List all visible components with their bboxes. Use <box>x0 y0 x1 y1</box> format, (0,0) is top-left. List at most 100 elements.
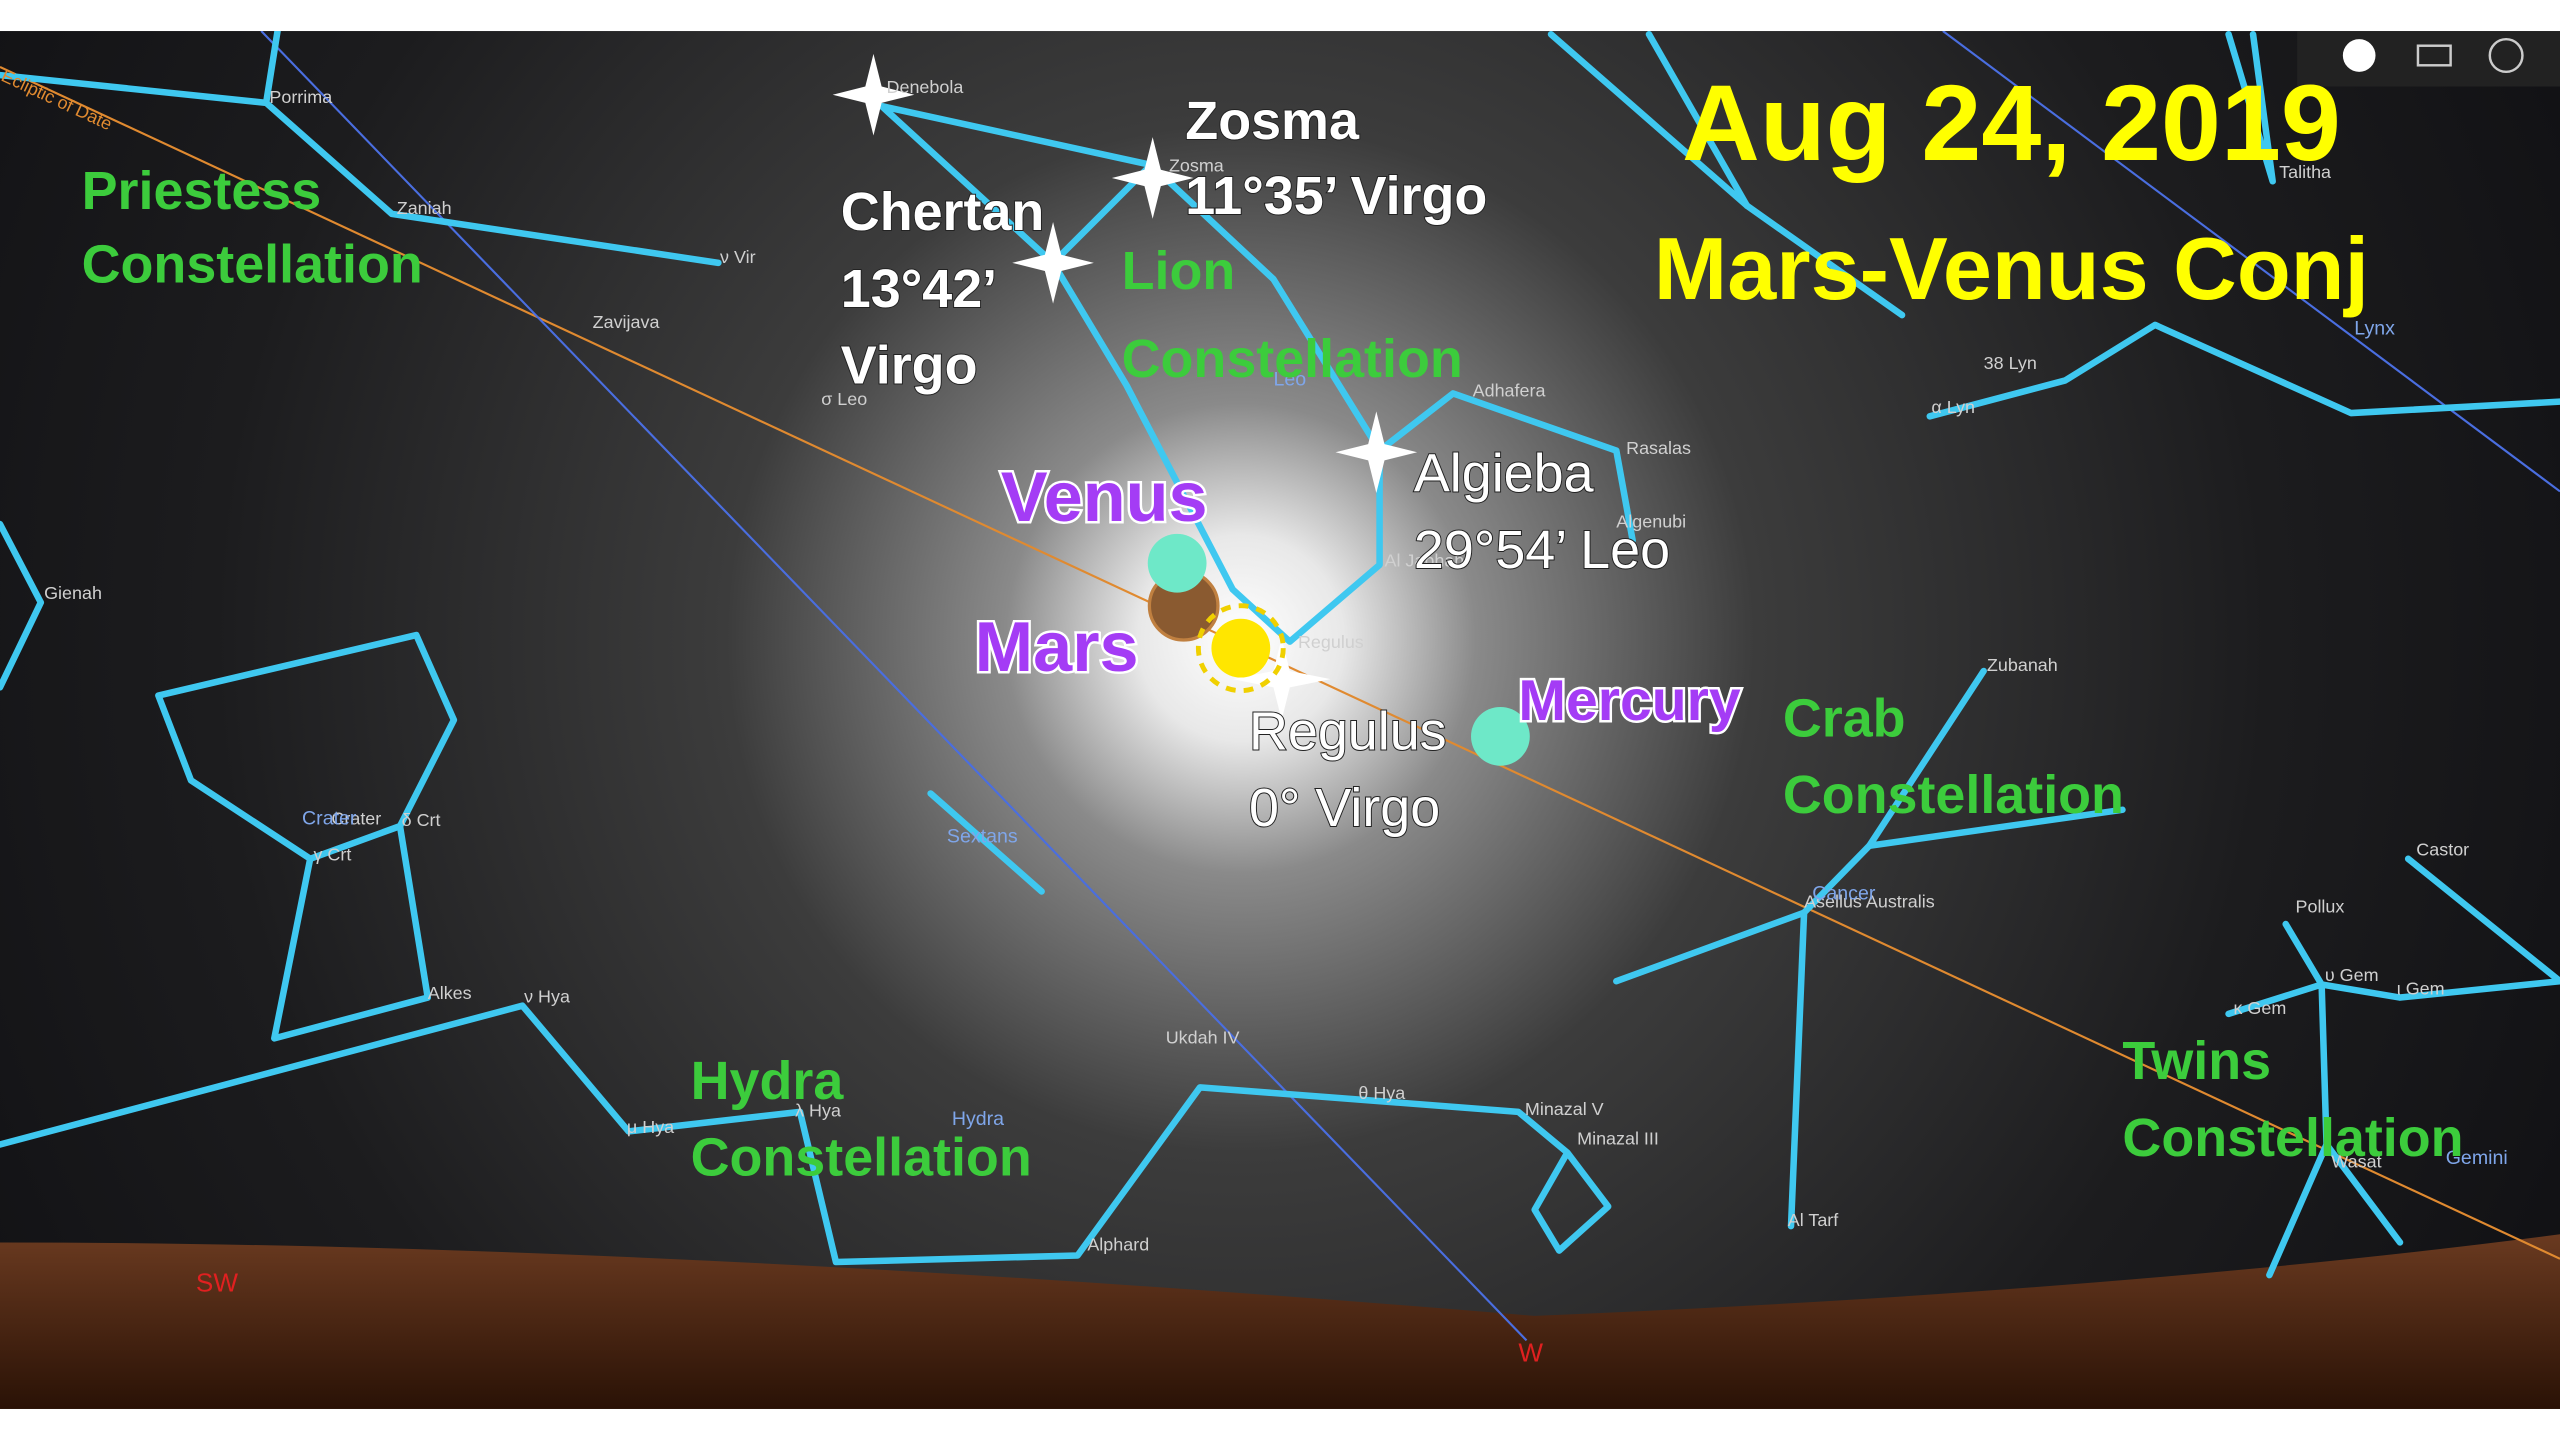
star-label: Rasalas <box>1626 438 1691 458</box>
virgo-line <box>262 27 281 107</box>
star-label: Algenubi <box>1616 511 1686 531</box>
lynx-line <box>1926 321 2560 420</box>
lynx-line <box>2225 31 2276 185</box>
settings-button[interactable] <box>2488 37 2524 74</box>
circumpolar-line <box>1942 30 2560 493</box>
crater-line <box>271 822 432 1042</box>
star-label: Regulus <box>1298 632 1364 652</box>
star-label: μ Hya <box>627 1117 674 1137</box>
star-annotation: 0° Virgo <box>1249 778 1440 838</box>
compass-label: W <box>1518 1338 1543 1368</box>
star-label: ν Hya <box>524 986 570 1006</box>
date-title: Aug 24, 2019 <box>1682 62 2341 183</box>
gemini-line <box>2323 1141 2404 1246</box>
star-label: Pollux <box>2296 897 2345 917</box>
star-label: σ Leo <box>821 389 867 409</box>
constellation-label: Constellation <box>691 1128 1032 1188</box>
planet-label: Venus <box>1001 457 1208 536</box>
constellation-label: Constellation <box>1783 765 2124 825</box>
star-label: Zubanah <box>1987 655 2058 675</box>
virgo-line <box>0 71 722 267</box>
star-regulus <box>1232 638 1331 720</box>
star-label: Zaniah <box>397 198 452 218</box>
star-zosma <box>1111 137 1194 219</box>
leo-line <box>1147 161 1383 454</box>
star-annotation: Zosma <box>1185 91 1360 151</box>
cancer-line <box>1866 806 2126 849</box>
constellation-lines <box>0 27 2560 1279</box>
constellation-label: Constellation <box>1122 329 1463 389</box>
star-label: κ Gem <box>2233 998 2286 1018</box>
star-label: Al Tarf <box>1788 1210 1840 1230</box>
star-label: θ Hya <box>1358 1083 1405 1103</box>
gemini-line <box>2404 855 2560 985</box>
star-chertan <box>1012 222 1094 304</box>
toolbar <box>2297 31 2560 87</box>
constellation-label: Constellation <box>2122 1108 2463 1168</box>
leo-line <box>1049 259 1636 645</box>
equator-line <box>260 30 1528 1342</box>
stars <box>832 53 1418 720</box>
star-annotation: 13°42’ <box>841 259 997 319</box>
star-label: Crater <box>331 808 381 828</box>
star-label: Zosma <box>1169 155 1224 175</box>
top-band <box>0 1 2560 32</box>
window-button[interactable] <box>2416 44 2452 67</box>
night-mode-button[interactable] <box>2342 39 2376 72</box>
star-label: α Lyn <box>1931 397 1975 417</box>
star-label: Wasat <box>2331 1151 2381 1171</box>
star-annotation: 11°35’ Virgo <box>1185 166 1487 226</box>
star-label: Minazal III <box>1577 1128 1659 1148</box>
constellation-name: Cancer <box>1812 883 1876 905</box>
star-label: δ Crt <box>402 810 441 830</box>
planet-label: Mars <box>975 607 1139 686</box>
sun-disc <box>1211 618 1271 678</box>
leo-line <box>878 102 1155 267</box>
star-annotation: Algieba <box>1414 443 1594 503</box>
constellation-name: Lynx <box>2354 318 2395 340</box>
constellation-name: Leo <box>1273 368 1306 390</box>
star-label: λ Hya <box>795 1101 841 1121</box>
star-label: Alkes <box>428 983 472 1003</box>
compass-label: SW <box>196 1267 238 1297</box>
star-label: υ Gem <box>2325 965 2379 985</box>
star-annotation: Regulus <box>1249 701 1447 761</box>
sky <box>0 31 2560 1409</box>
gemini-line <box>2225 981 2330 1279</box>
star-label: Alphard <box>1087 1235 1149 1255</box>
constellation-name: Gemini <box>2446 1147 2508 1169</box>
star-label: Talitha <box>2279 162 2331 182</box>
constellation-label: Crab <box>1783 688 1906 748</box>
star-label: ν Vir <box>720 247 756 267</box>
star-label: Minazal V <box>1525 1099 1604 1119</box>
star-label: Denebola <box>887 77 964 97</box>
star-label: Gienah <box>44 583 102 603</box>
corvus-line <box>0 520 45 691</box>
star-label: 38 Lyn <box>1984 353 2037 373</box>
sun-rays <box>1195 603 1286 694</box>
venus-disc <box>1147 533 1207 593</box>
constellation-label: Hydra <box>691 1051 845 1111</box>
star-algieba <box>1335 411 1418 494</box>
toolbar-bg <box>2297 31 2560 87</box>
constellation-name: Crater <box>302 807 357 829</box>
star-label: γ Crt <box>313 844 351 864</box>
gemini-line <box>2282 920 2560 1001</box>
star-label: Porrima <box>269 87 332 107</box>
star-annotation: Virgo <box>841 336 978 396</box>
mercury-disc <box>1471 706 1530 766</box>
star-label: Adhafera <box>1473 381 1546 401</box>
star-label: Castor <box>2416 840 2469 860</box>
star-label: ι Gem <box>2397 978 2445 998</box>
star-annotation: Chertan <box>841 182 1045 242</box>
constellation-label: Constellation <box>82 234 423 294</box>
sextans-line <box>927 790 1045 895</box>
planet-label: Mercury <box>1518 669 1740 733</box>
sun <box>1195 603 1286 694</box>
constellation-name: Sextans <box>947 825 1018 847</box>
hydra-line <box>0 1002 1612 1266</box>
star-annotation: 29°54’ Leo <box>1414 520 1670 580</box>
horizon <box>0 1234 2560 1409</box>
